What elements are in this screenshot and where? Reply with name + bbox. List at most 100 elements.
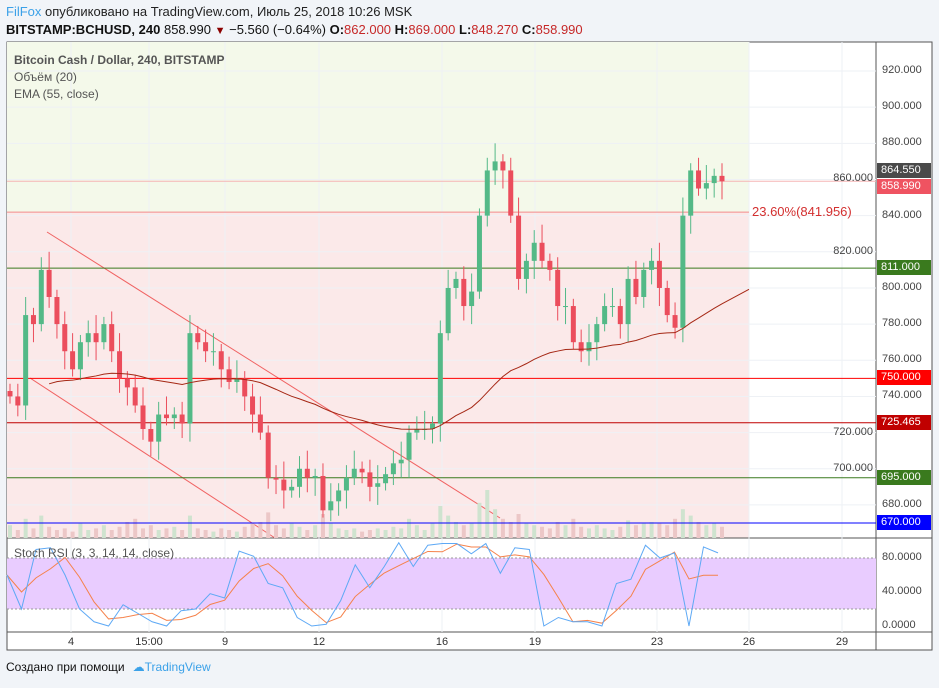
candle-body bbox=[390, 463, 396, 475]
channel-upper-line bbox=[46, 231, 501, 519]
author-link[interactable]: FilFox bbox=[6, 4, 42, 19]
volume-bar bbox=[258, 522, 263, 538]
volume-bar bbox=[430, 523, 435, 538]
candle-body bbox=[523, 260, 529, 279]
volume-bar bbox=[94, 528, 99, 538]
candle-body bbox=[563, 306, 569, 308]
candle-body bbox=[101, 324, 107, 343]
candle-body bbox=[367, 472, 373, 487]
stoch-d-line bbox=[6, 543, 718, 624]
candle-body bbox=[539, 242, 545, 261]
volume-bar bbox=[211, 531, 216, 538]
volume-bar bbox=[23, 518, 28, 538]
low: 848.270 bbox=[471, 22, 519, 37]
price-tick: 760.000 bbox=[882, 353, 922, 366]
last-price: 858.990 bbox=[163, 22, 211, 37]
candle-body bbox=[649, 260, 655, 270]
volume-bar bbox=[156, 530, 161, 538]
c-label: C: bbox=[521, 22, 536, 37]
volume-bar bbox=[195, 528, 200, 538]
candle-body bbox=[531, 242, 537, 261]
volume-bar bbox=[547, 528, 552, 538]
candle-body bbox=[633, 278, 639, 297]
candle-body bbox=[124, 378, 130, 388]
volume-bar bbox=[633, 525, 638, 538]
volume-bar bbox=[438, 506, 443, 538]
volume-bar bbox=[594, 525, 599, 538]
open: 862.000 bbox=[344, 22, 392, 37]
tradingview-logo-icon[interactable]: ☁TradingView bbox=[132, 660, 211, 674]
time-tick: 23 bbox=[650, 636, 664, 648]
candle-body bbox=[70, 351, 76, 370]
candle-body bbox=[555, 269, 561, 307]
volume-bar bbox=[469, 523, 474, 538]
level-badge: 858.990 bbox=[877, 179, 931, 195]
volume-bar bbox=[563, 525, 568, 538]
volume-bar bbox=[665, 525, 670, 538]
candle-body bbox=[641, 269, 647, 297]
candle-body bbox=[117, 351, 123, 379]
volume-bar bbox=[360, 531, 365, 538]
stoch-tick: 0.0000 bbox=[882, 619, 916, 631]
volume-bar bbox=[187, 515, 192, 538]
candle-body bbox=[163, 414, 169, 419]
volume-bar bbox=[399, 528, 404, 538]
legend-volume: Объём (20) bbox=[14, 70, 77, 84]
candle-body bbox=[445, 287, 451, 334]
legend-title: Bitcoin Cash / Dollar, 240, BITSTAMP bbox=[14, 53, 225, 67]
candle-body bbox=[414, 428, 420, 433]
volume-bar bbox=[493, 509, 498, 538]
made-with: Создано при помощи bbox=[6, 660, 125, 674]
volume-bar bbox=[610, 530, 615, 538]
candle-body bbox=[664, 287, 670, 316]
down-arrow-icon: ▼ bbox=[214, 25, 226, 37]
volume-bar bbox=[422, 530, 427, 538]
candle-body bbox=[257, 414, 263, 433]
volume-bar bbox=[141, 528, 146, 538]
candle-body bbox=[23, 315, 29, 406]
stoch-tick: 40.0000 bbox=[882, 585, 922, 597]
price-tick: 700.000 bbox=[833, 461, 873, 474]
volume-bar bbox=[414, 525, 419, 538]
volume-bar bbox=[328, 523, 333, 538]
channel-lower-line bbox=[29, 377, 276, 539]
candle-body bbox=[179, 414, 185, 424]
ohlc-line: BITSTAMP:BCHUSD, 240 858.990 ▼ −5.560 (−… bbox=[6, 22, 583, 37]
o-label: O: bbox=[329, 22, 345, 37]
volume-bar bbox=[101, 525, 106, 538]
volume-bar bbox=[375, 528, 380, 538]
tradingview-link[interactable]: TradingView bbox=[144, 660, 211, 674]
candle-body bbox=[109, 324, 115, 352]
volume-bar bbox=[446, 515, 451, 538]
volume-bar bbox=[125, 522, 130, 538]
volume-bar bbox=[586, 528, 591, 538]
candle-body bbox=[132, 387, 138, 406]
candle-body bbox=[453, 278, 459, 288]
candle-body bbox=[62, 324, 68, 352]
time-tick: 29 bbox=[835, 636, 849, 648]
candle-body bbox=[312, 475, 318, 478]
symbol: BITSTAMP:BCHUSD, 240 bbox=[6, 22, 161, 37]
fib-zone-upper bbox=[7, 42, 749, 213]
volume-bar bbox=[164, 528, 169, 538]
candle-body bbox=[343, 477, 349, 491]
candle-body bbox=[328, 501, 334, 511]
volume-bar bbox=[180, 530, 185, 538]
time-tick: 9 bbox=[221, 636, 229, 648]
high: 869.000 bbox=[408, 22, 456, 37]
volume-bar bbox=[720, 526, 724, 538]
volume-bar bbox=[712, 523, 717, 538]
candle-body bbox=[703, 183, 709, 189]
candle-body bbox=[359, 468, 365, 473]
candle-body bbox=[273, 477, 279, 480]
candle-body bbox=[383, 474, 389, 484]
volume-bar bbox=[641, 523, 646, 538]
level-badge: 750.000 bbox=[877, 370, 931, 386]
candle-body bbox=[38, 269, 44, 325]
volume-bar bbox=[320, 514, 325, 538]
volume-bar bbox=[649, 522, 654, 538]
candle-body bbox=[570, 306, 576, 343]
volume-bar bbox=[500, 518, 505, 538]
volume-bar bbox=[673, 518, 678, 538]
